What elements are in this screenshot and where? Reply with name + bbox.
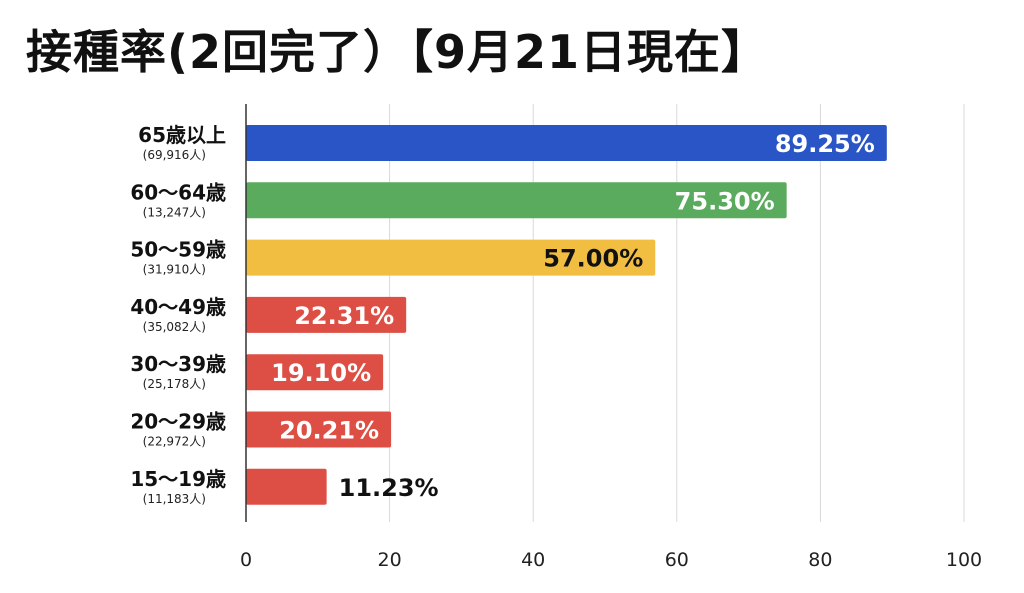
x-tick-label: 60 bbox=[665, 549, 689, 571]
category-count: (11,183人) bbox=[143, 492, 206, 506]
bar bbox=[246, 411, 392, 448]
category-label: 65歳以上 bbox=[138, 123, 226, 147]
x-tick-label: 0 bbox=[240, 549, 252, 571]
x-tick-label: 80 bbox=[808, 549, 832, 571]
category-count: (31,910人) bbox=[143, 263, 206, 277]
category-count: (35,082人) bbox=[143, 320, 206, 334]
bar bbox=[246, 125, 887, 161]
category-count: (69,916人) bbox=[143, 148, 206, 162]
category-label: 40〜49歳 bbox=[130, 295, 226, 319]
bar bbox=[246, 354, 384, 391]
bar bbox=[246, 239, 656, 276]
bar bbox=[246, 468, 327, 505]
x-tick-label: 20 bbox=[378, 549, 402, 571]
x-tick-label: 40 bbox=[521, 549, 545, 571]
bar bbox=[246, 182, 787, 219]
x-tick-label: 100 bbox=[946, 549, 982, 571]
data-label: 57.00% bbox=[543, 245, 643, 273]
category-label: 15〜19歳 bbox=[130, 467, 226, 491]
category-count: (22,972人) bbox=[143, 435, 206, 449]
bar bbox=[246, 296, 407, 333]
data-label: 22.31% bbox=[294, 302, 394, 330]
category-label: 30〜39歳 bbox=[130, 352, 226, 376]
data-label: 75.30% bbox=[675, 187, 775, 215]
category-count: (25,178人) bbox=[143, 377, 206, 391]
category-label: 60〜64歳 bbox=[130, 180, 226, 204]
chart-title: 接種率(2回完了）【9月21日現在】 bbox=[26, 25, 769, 79]
category-label: 20〜29歳 bbox=[130, 410, 226, 434]
category-label: 50〜59歳 bbox=[130, 238, 226, 262]
data-label: 19.10% bbox=[271, 359, 371, 387]
data-label: 11.23% bbox=[339, 474, 439, 502]
data-label: 89.25% bbox=[775, 130, 875, 158]
category-count: (13,247人) bbox=[143, 205, 206, 219]
data-label: 20.21% bbox=[279, 417, 379, 445]
